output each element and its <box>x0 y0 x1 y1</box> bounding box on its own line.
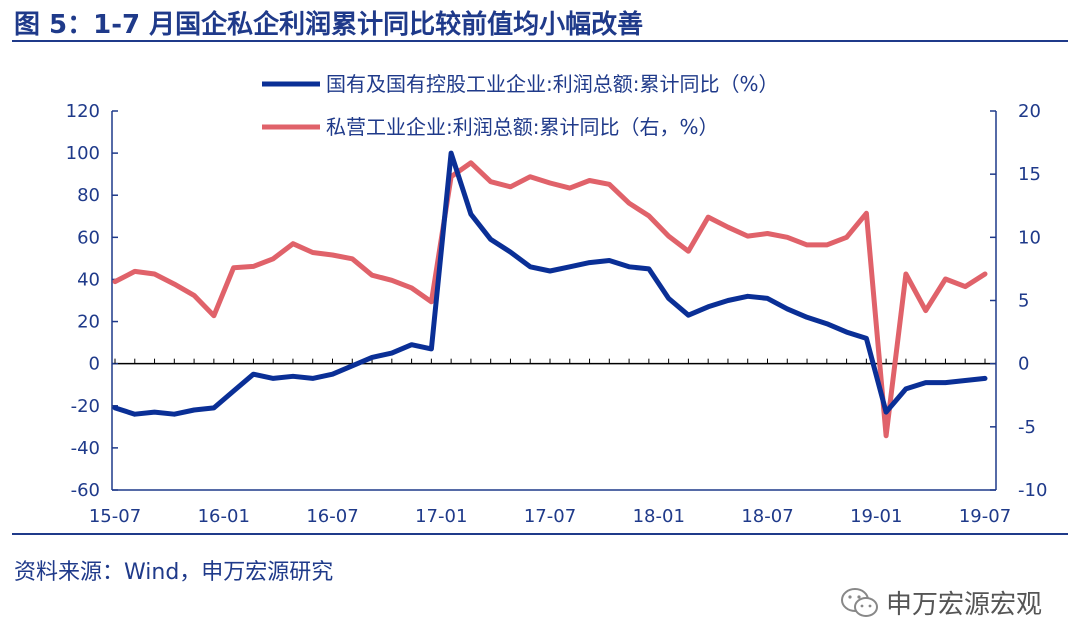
source-note: 资料来源：Wind，申万宏源研究 <box>14 560 334 585</box>
footer-divider <box>12 533 1068 535</box>
wechat-icon <box>841 587 878 617</box>
x-tick-label: 19-01 <box>850 506 902 527</box>
x-tick-label: 18-01 <box>633 506 685 527</box>
y-tick-label-right: -10 <box>1018 480 1047 501</box>
x-tick-label: 16-07 <box>306 506 358 527</box>
legend-label-private: 私营工业企业:利润总额:累计同比（右，%） <box>326 115 718 139</box>
x-tick-label: 15-07 <box>89 506 141 527</box>
y-tick-label-right: 10 <box>1018 227 1041 248</box>
title-divider <box>12 40 1068 42</box>
y-tick-label-left: 20 <box>77 312 100 333</box>
y-tick-label-right: -5 <box>1018 417 1036 438</box>
chart-title: 图 5：1-7 月国企私企利润累计同比较前值均小幅改善 <box>14 10 644 40</box>
y-tick-label-left: 40 <box>77 269 100 290</box>
watermark: 申万宏源宏观 <box>840 584 1042 621</box>
watermark-label: 申万宏源宏观 <box>886 590 1043 620</box>
legend-label-soe: 国有及国有控股工业企业:利润总额:累计同比（%） <box>326 72 778 96</box>
y-tick-label-left: -40 <box>71 438 100 459</box>
x-tick-label: 17-07 <box>524 506 576 527</box>
chart-axes: 120 100 80 60 40 20 0 -20 -40 -60 20 15 10 5 0 -5 -10 15-… <box>66 101 1048 527</box>
chart-lines <box>112 150 988 439</box>
y-tick-label-left: 80 <box>77 185 100 206</box>
y-tick-label-left: -20 <box>71 396 100 417</box>
y-tick-label-left: 100 <box>66 143 100 164</box>
y-tick-label-right: 20 <box>1018 101 1041 122</box>
chart-legend: 国有及国有控股工业企业:利润总额:累计同比（%） 私营工业企业:利润总额:累计同… <box>262 72 778 139</box>
y-tick-label-right: 5 <box>1018 291 1029 312</box>
series-line-soe <box>112 150 988 417</box>
x-tick-label: 16-01 <box>198 506 250 527</box>
x-tick-label: 18-07 <box>741 506 793 527</box>
y-tick-label-left: 60 <box>77 227 100 248</box>
y-tick-label-left: -60 <box>71 480 100 501</box>
y-tick-label-right: 15 <box>1018 164 1041 185</box>
y-tick-label-left: 120 <box>66 101 100 122</box>
series-line-private <box>112 160 988 439</box>
y-tick-label-right: 0 <box>1018 354 1029 375</box>
x-tick-label: 19-07 <box>959 506 1011 527</box>
x-tick-label: 17-01 <box>415 506 467 527</box>
y-tick-label-left: 0 <box>89 354 100 375</box>
